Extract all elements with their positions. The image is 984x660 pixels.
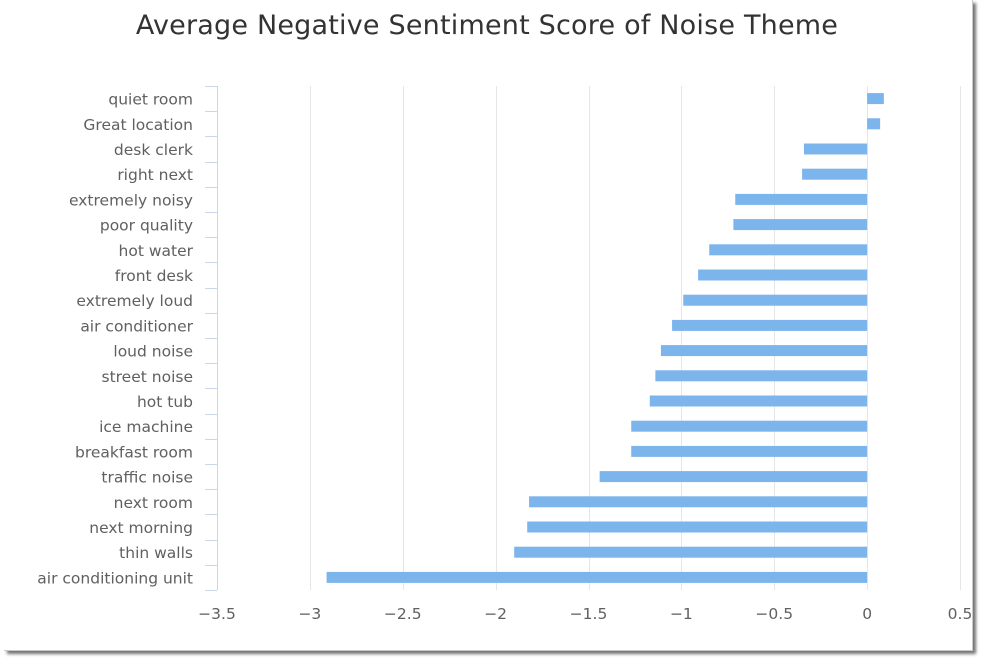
bar[interactable] (655, 370, 868, 382)
bar[interactable] (672, 319, 868, 331)
x-tick-label: 0.5 (948, 605, 973, 623)
x-tick-label: −2 (484, 605, 507, 623)
category-label: extremely noisy (69, 191, 193, 209)
x-tick-label: 0 (862, 605, 872, 623)
bar[interactable] (802, 168, 868, 180)
category-label: traffic noise (101, 469, 193, 487)
bar[interactable] (803, 143, 868, 155)
x-tick-label: −1.5 (570, 605, 608, 623)
category-label: air conditioning unit (37, 569, 193, 587)
bar[interactable] (631, 420, 868, 432)
bar[interactable] (683, 294, 868, 306)
category-label: right next (117, 166, 193, 184)
category-label: hot tub (137, 393, 193, 411)
category-label: hot water (119, 242, 194, 260)
value-axis-labels: −3.5 −3 −2.5 −2 −1.5 −1 −0.5 0 0.5 (198, 605, 972, 623)
bars (326, 93, 884, 583)
x-tick-label: −1 (670, 605, 693, 623)
category-axis (205, 86, 218, 591)
category-label: Great location (83, 116, 193, 134)
category-label: poor quality (100, 217, 193, 235)
category-label: next room (114, 494, 193, 512)
bar[interactable] (867, 118, 881, 130)
category-label: air conditioner (80, 317, 193, 335)
gridlines (310, 86, 961, 590)
bar[interactable] (733, 219, 868, 231)
category-label: desk clerk (114, 141, 193, 159)
x-tick-label: −3 (298, 605, 321, 623)
x-tick-label: −2.5 (384, 605, 422, 623)
bar[interactable] (529, 496, 868, 508)
bar[interactable] (649, 395, 868, 407)
bar[interactable] (709, 244, 868, 256)
bar[interactable] (527, 521, 868, 533)
category-label: extremely loud (76, 292, 193, 310)
x-tick-label: −0.5 (755, 605, 793, 623)
category-label: next morning (89, 519, 193, 537)
chart-title: Average Negative Sentiment Score of Nois… (135, 10, 839, 41)
bar[interactable] (867, 93, 884, 105)
bar[interactable] (698, 269, 868, 281)
bar[interactable] (514, 546, 868, 558)
bar[interactable] (631, 445, 868, 457)
x-tick-label: −3.5 (198, 605, 236, 623)
category-label: front desk (115, 267, 193, 285)
category-label: thin walls (119, 544, 193, 562)
category-label: street noise (102, 368, 194, 386)
category-label: quiet room (108, 91, 193, 109)
category-label: breakfast room (75, 443, 193, 461)
bar[interactable] (735, 193, 868, 205)
bar[interactable] (326, 571, 868, 583)
bar[interactable] (599, 471, 868, 483)
category-label: loud noise (113, 343, 193, 361)
bar[interactable] (660, 345, 868, 357)
category-label: ice machine (99, 418, 193, 436)
category-labels: quiet room Great location desk clerk right … (37, 91, 193, 588)
